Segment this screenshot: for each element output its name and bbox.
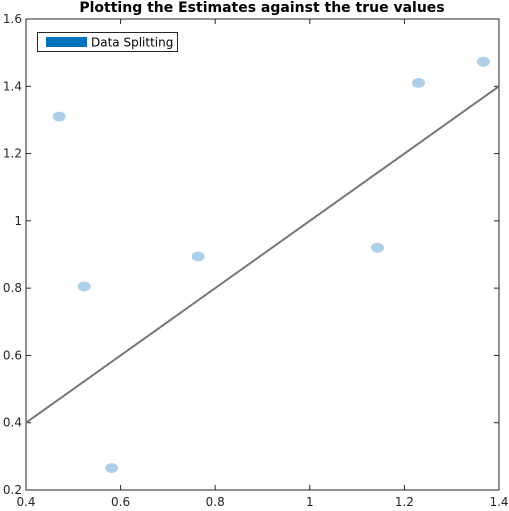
- legend: Data Splitting: [37, 32, 178, 52]
- y-tick-label: 0.8: [3, 281, 22, 295]
- y-tick-label: 1.2: [3, 147, 22, 161]
- data-point: [191, 251, 205, 262]
- x-tick-label: 1.2: [395, 495, 414, 509]
- data-point: [476, 56, 490, 67]
- data-point: [77, 281, 91, 292]
- y-tick-label: 1.4: [3, 79, 22, 93]
- x-tick-label: 0.4: [16, 495, 35, 509]
- y-tick-label: 0.6: [3, 348, 22, 362]
- data-point: [52, 111, 66, 122]
- legend-swatch: [46, 37, 87, 47]
- y-tick-label: 1: [14, 214, 22, 228]
- x-tick-label: 1: [306, 495, 314, 509]
- x-tick-label: 0.6: [111, 495, 130, 509]
- legend-label-data-splitting: Data Splitting: [91, 36, 173, 50]
- x-tick-label: 1.4: [489, 495, 508, 509]
- y-tick-label: 0.4: [3, 416, 22, 430]
- x-tick-label: 0.8: [206, 495, 225, 509]
- data-point: [105, 463, 119, 474]
- y-tick-label: 1.6: [3, 12, 22, 26]
- axes-frame: [25, 18, 500, 491]
- reference-line: [25, 85, 500, 424]
- chart-title: Plotting the Estimates against the true …: [79, 0, 444, 16]
- data-point: [412, 77, 426, 88]
- y-tick-label: 0.2: [3, 483, 22, 497]
- data-point: [370, 242, 384, 253]
- plot-area: 0.4 0.6 0.8 1 1.2 1.40.20.40.60.811.21.41.6: [3, 12, 509, 509]
